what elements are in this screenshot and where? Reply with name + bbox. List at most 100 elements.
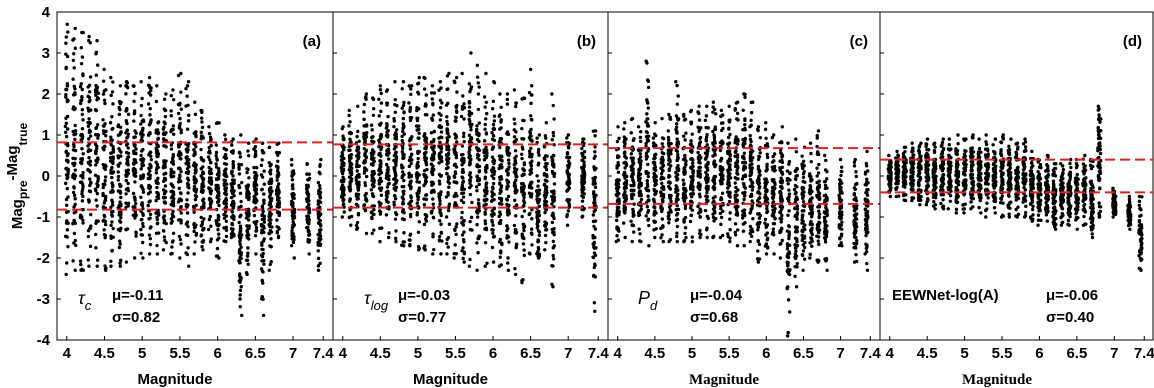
data-point bbox=[506, 173, 509, 176]
data-point bbox=[461, 233, 464, 236]
data-point bbox=[654, 134, 657, 137]
data-point bbox=[506, 198, 509, 201]
data-point bbox=[317, 257, 320, 260]
data-point bbox=[447, 176, 450, 179]
data-point bbox=[492, 182, 495, 185]
data-point bbox=[698, 142, 701, 145]
data-point bbox=[530, 186, 533, 189]
x-tick-label: 7 bbox=[289, 345, 297, 362]
data-point bbox=[711, 154, 714, 157]
data-point bbox=[498, 210, 501, 213]
data-point bbox=[380, 226, 383, 229]
data-point bbox=[493, 127, 496, 130]
data-point bbox=[698, 118, 701, 121]
data-point bbox=[291, 226, 294, 229]
data-point bbox=[149, 243, 152, 246]
data-point bbox=[623, 121, 626, 124]
data-point bbox=[675, 186, 678, 189]
data-point bbox=[156, 144, 159, 147]
data-point bbox=[96, 179, 99, 182]
data-point bbox=[462, 140, 465, 143]
data-point bbox=[623, 236, 626, 239]
magnitude-column bbox=[79, 31, 85, 272]
data-point bbox=[147, 84, 150, 87]
data-point bbox=[118, 219, 121, 222]
y-tick-label: 2 bbox=[42, 86, 50, 103]
data-point bbox=[423, 76, 426, 79]
data-point bbox=[439, 193, 442, 196]
data-point bbox=[132, 149, 135, 152]
data-point bbox=[594, 186, 597, 189]
data-point bbox=[124, 206, 127, 209]
data-point bbox=[102, 79, 105, 82]
data-point bbox=[393, 133, 396, 136]
data-point bbox=[238, 293, 241, 296]
data-point bbox=[103, 233, 106, 236]
data-point bbox=[616, 140, 619, 143]
data-point bbox=[631, 208, 634, 211]
data-point bbox=[640, 184, 643, 187]
data-point bbox=[728, 217, 731, 220]
scatter-points bbox=[615, 60, 870, 338]
data-point bbox=[305, 172, 308, 175]
data-point bbox=[155, 179, 158, 182]
magnitude-column bbox=[719, 109, 725, 240]
data-point bbox=[201, 170, 204, 173]
magnitude-column bbox=[430, 84, 436, 255]
data-point bbox=[418, 181, 421, 184]
data-point bbox=[81, 174, 84, 177]
data-point bbox=[270, 245, 273, 248]
data-point bbox=[223, 133, 226, 136]
data-point bbox=[318, 239, 321, 242]
data-point bbox=[133, 172, 136, 175]
data-point bbox=[408, 110, 411, 113]
data-point bbox=[490, 131, 493, 134]
magnitude-column bbox=[362, 92, 368, 235]
data-point bbox=[615, 234, 618, 237]
data-point bbox=[187, 80, 190, 83]
data-point bbox=[141, 222, 144, 225]
data-point bbox=[714, 217, 717, 220]
data-point bbox=[89, 245, 92, 248]
data-point bbox=[567, 180, 570, 183]
data-point bbox=[552, 257, 555, 260]
data-point bbox=[246, 225, 249, 228]
data-point bbox=[341, 176, 344, 179]
data-point bbox=[192, 211, 195, 214]
data-point bbox=[637, 158, 640, 161]
data-point bbox=[260, 267, 263, 270]
magnitude-column bbox=[445, 72, 451, 256]
data-point bbox=[180, 108, 183, 111]
data-point bbox=[438, 157, 441, 160]
data-point bbox=[72, 205, 75, 208]
data-point bbox=[65, 35, 68, 38]
data-point bbox=[553, 175, 556, 178]
data-point bbox=[734, 149, 737, 152]
data-point bbox=[530, 118, 533, 121]
data-point bbox=[425, 219, 428, 222]
data-point bbox=[119, 196, 122, 199]
data-point bbox=[356, 105, 359, 108]
data-point bbox=[580, 147, 583, 150]
data-point bbox=[179, 238, 182, 241]
data-point bbox=[438, 154, 441, 157]
data-point bbox=[109, 265, 112, 268]
data-point bbox=[254, 176, 257, 179]
data-point bbox=[148, 163, 151, 166]
data-point bbox=[423, 87, 426, 90]
data-point bbox=[380, 101, 383, 104]
data-point bbox=[528, 213, 531, 216]
data-point bbox=[317, 181, 320, 184]
data-point bbox=[95, 85, 98, 88]
data-point bbox=[348, 208, 351, 211]
data-point bbox=[192, 252, 195, 255]
data-point bbox=[720, 157, 723, 160]
data-point bbox=[661, 217, 664, 220]
data-point bbox=[537, 154, 540, 157]
data-point bbox=[132, 192, 135, 195]
data-point bbox=[638, 232, 641, 235]
data-point bbox=[67, 168, 70, 171]
data-point bbox=[470, 85, 473, 88]
data-point bbox=[617, 155, 620, 158]
data-point bbox=[163, 235, 166, 238]
